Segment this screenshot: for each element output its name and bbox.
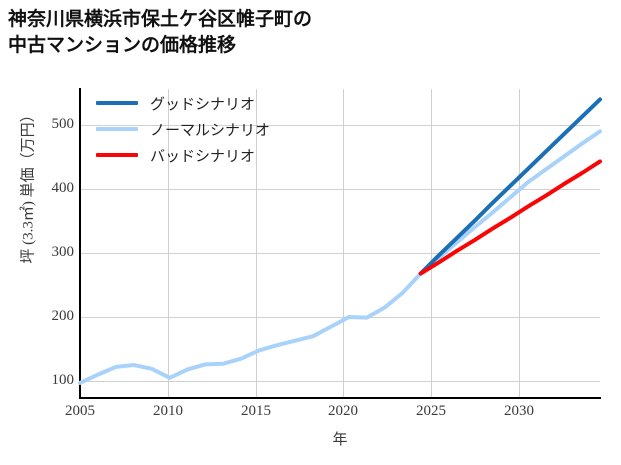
series-line-bad xyxy=(418,159,602,276)
legend-swatch-normal xyxy=(96,127,138,131)
legend-item-bad[interactable]: バッドシナリオ xyxy=(96,142,270,168)
gridline-x-2030 xyxy=(519,89,520,398)
chart-title-line-2: 中古マンションの価格推移 xyxy=(8,34,237,56)
y-tick-100: 100 xyxy=(51,372,75,388)
y-axis-line xyxy=(79,88,81,399)
legend-item-good[interactable]: グッドシナリオ xyxy=(96,90,270,116)
x-tick-2005: 2005 xyxy=(65,403,95,419)
y-tick-400: 400 xyxy=(51,180,75,196)
legend-label-normal: ノーマルシナリオ xyxy=(150,122,271,139)
chart-title: 神奈川県横浜市保土ケ谷区帷子町の 中古マンションの価格推移 xyxy=(8,6,608,58)
y-tick-300: 300 xyxy=(51,244,75,260)
x-tick-2010: 2010 xyxy=(153,403,183,419)
legend-swatch-good xyxy=(96,101,138,105)
x-tick-2030: 2030 xyxy=(504,403,534,419)
legend-swatch-bad xyxy=(96,153,138,157)
series-line-normal xyxy=(78,129,602,385)
gridline-y-500 xyxy=(80,125,600,126)
series-line-good xyxy=(418,97,602,276)
legend-label-good: グッドシナリオ xyxy=(150,96,256,113)
y-tick-500: 500 xyxy=(51,116,75,132)
gridline-x-2015 xyxy=(256,89,257,398)
gridline-x-2025 xyxy=(431,89,432,398)
chart-legend: グッドシナリオ ノーマルシナリオ バッドシナリオ xyxy=(96,90,270,168)
gridline-y-200 xyxy=(80,317,600,318)
gridline-y-100 xyxy=(80,381,600,382)
x-tick-2015: 2015 xyxy=(241,403,271,419)
gridline-x-2020 xyxy=(343,89,344,398)
gridline-y-300 xyxy=(80,253,600,254)
x-axis-line xyxy=(79,397,601,399)
x-tick-2025: 2025 xyxy=(416,403,446,419)
gridline-y-400 xyxy=(80,189,600,190)
y-tick-200: 200 xyxy=(51,308,75,324)
chart-title-line-1: 神奈川県横浜市保土ケ谷区帷子町の xyxy=(8,8,313,30)
gridline-x-2010 xyxy=(168,89,169,398)
x-tick-2020: 2020 xyxy=(328,403,358,419)
legend-label-bad: バッドシナリオ xyxy=(150,148,256,165)
legend-item-normal[interactable]: ノーマルシナリオ xyxy=(96,116,270,142)
x-axis-label: 年 xyxy=(332,432,348,448)
